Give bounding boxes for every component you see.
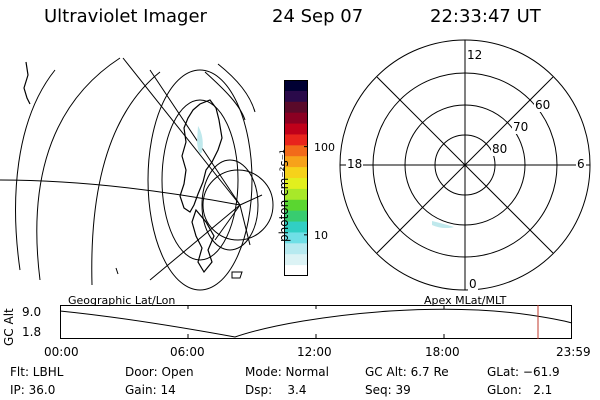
orbit-ylabel: GC Alt (2, 308, 16, 346)
colorbar-swatch (284, 167, 308, 179)
polar-plot (339, 39, 591, 291)
orbit-left-caption: Geographic Lat/Lon (68, 294, 176, 307)
map-ellipse-inner (161, 99, 239, 261)
colorbar-swatch (284, 243, 308, 255)
map-meridian (122, 57, 241, 206)
colorbar-swatch (284, 134, 308, 146)
map-meridian (149, 204, 241, 281)
colorbar-swatch (284, 112, 308, 125)
colorbar-swatch (284, 210, 308, 223)
map-arc-top (217, 63, 256, 113)
map-meridian (214, 204, 241, 241)
colorbar-frame (284, 80, 308, 276)
colorbar-swatch (284, 232, 308, 244)
map-meridian (239, 204, 251, 246)
info-gc-alt: GC Alt: 6.7 Re (365, 365, 449, 379)
map-meridian (239, 194, 263, 206)
orbit-xtick-label: 06:00 (170, 345, 205, 359)
info-dsp: Dsp: 3.4 (245, 383, 307, 397)
map-graticule-line (91, 71, 161, 286)
orbit-right-caption: Apex MLat/MLT (424, 294, 507, 307)
map-meridian (149, 69, 241, 206)
uv-emission-patch-polar (432, 221, 454, 229)
coastline (23, 61, 31, 105)
info-flt: Flt: LBHL (10, 365, 64, 379)
colorbar-unit-label: photon cm⁻²s⁻¹ (277, 149, 291, 242)
orbit-ytick-min: 1.8 (22, 325, 42, 339)
colorbar-swatch (284, 188, 308, 201)
colorbar-swatch (284, 178, 308, 190)
info-glon: GLon: 2.1 (487, 383, 553, 397)
orbit-altitude-plot (59, 305, 573, 339)
info-gain: Gain: 14 (125, 383, 176, 397)
date-label: 24 Sep 07 (272, 6, 364, 27)
orbit-xtick-label: 12:00 (297, 345, 332, 359)
orbit-altitude-curve (59, 308, 573, 338)
orbit-xtick-label: 00:00 (44, 345, 79, 359)
colorbar-swatch (284, 254, 308, 266)
map-arc-top (204, 71, 246, 121)
map-meridian (0, 179, 241, 206)
mlat-label-80: 80 (491, 142, 509, 156)
map-ellipse-small (201, 159, 259, 251)
geographic-map (0, 57, 274, 291)
map-ellipse-outer (147, 69, 253, 291)
orbit-xtick-label: 18:00 (425, 345, 460, 359)
map-circle-polar (202, 169, 274, 241)
colorbar-tick-10: 10 (314, 229, 328, 242)
mlat-label-70: 70 (512, 120, 530, 134)
info-door: Door: Open (125, 365, 194, 379)
map-graticule-outer (15, 69, 56, 271)
uv-emission-patch (197, 126, 203, 154)
orbit-xtick-label: 23:59 (556, 345, 591, 359)
coastline-island (231, 271, 243, 279)
orbit-frame (60, 305, 572, 339)
colorbar-swatch (284, 265, 308, 277)
mlt-label-0: 0 (468, 277, 478, 291)
colorbar-swatch (284, 123, 308, 135)
colorbar-swatch (284, 199, 308, 212)
info-glat: GLat: −61.9 (487, 365, 560, 379)
mlt-label-18: 18 (346, 157, 364, 171)
coastline-continent (179, 99, 223, 213)
orbit-ytick-max: 9.0 (22, 305, 42, 319)
colorbar-swatch (284, 90, 308, 103)
time-label: 22:33:47 UT (430, 6, 541, 27)
colorbar-swatch (284, 156, 308, 168)
map-graticule-line (36, 57, 121, 281)
colorbar (284, 80, 308, 277)
mlat-label-60: 60 (534, 98, 552, 112)
app-title: Ultraviolet Imager (44, 6, 207, 27)
coastline-continent (191, 208, 215, 274)
polar-diagonal (376, 76, 554, 254)
info-ip: IP: 36.0 (10, 383, 56, 397)
colorbar-swatch (284, 80, 308, 92)
colorbar-swatch (284, 145, 308, 157)
coastline-fragment (115, 267, 119, 275)
colorbar-tick-100: 100 (314, 141, 335, 154)
info-mode: Mode: Normal (245, 365, 329, 379)
colorbar-swatch (284, 101, 308, 114)
info-seq: Seq: 39 (365, 383, 411, 397)
mlt-label-12: 12 (466, 48, 484, 62)
mlt-label-6: 6 (576, 157, 586, 171)
colorbar-swatch (284, 221, 308, 233)
